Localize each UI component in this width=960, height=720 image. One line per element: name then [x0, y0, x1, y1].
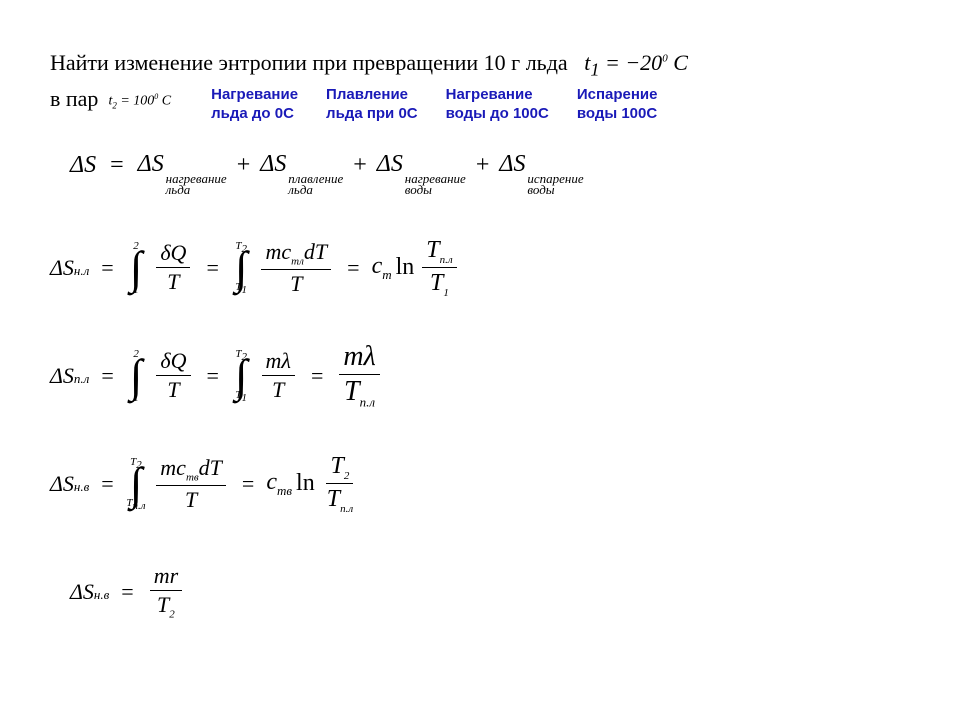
- problem-statement-line1: Найти изменение энтропии при превращении…: [50, 50, 920, 80]
- equation-evaporation: ΔS н.в = mr T2: [70, 556, 920, 628]
- integral-icon: T2 ∫ Tп.л: [130, 470, 143, 498]
- equals-sign: =: [110, 152, 124, 179]
- problem-statement-line2: в пар t2 = 1000 C Нагревание льда до 0С …: [50, 86, 920, 124]
- eq1-rhs: cт ln Tп.л T1: [372, 237, 461, 300]
- integral-icon: 2 ∫ 1: [130, 362, 143, 390]
- equation-heating-water: ΔS н.в = T2 ∫ Tп.л mcтвdT T = cтв ln T2 …: [50, 448, 920, 520]
- fraction-mlambda-T: mλ T: [262, 349, 295, 402]
- stage-label-heating-ice: Нагревание льда до 0С: [211, 86, 298, 124]
- eq1-lhs: ΔS н.л: [50, 255, 89, 281]
- stage-labels-row: Нагревание льда до 0С Плавление льда при…: [211, 86, 657, 124]
- fraction-mr-T2: mr T2: [150, 564, 182, 621]
- line2-text: в пар: [50, 86, 98, 112]
- eq2-lhs: ΔS п.л: [50, 363, 89, 389]
- stage-label-melting-ice: Плавление льда при 0С: [326, 86, 418, 124]
- plus-icon: +: [474, 152, 492, 179]
- fraction-dQ-T: δQ T: [156, 241, 190, 294]
- eq1-lhs-sub: н.л: [74, 263, 89, 279]
- equation-heating-ice: ΔS н.л = 2 ∫ 1 δQ T = T2 ∫ T1 mcтлdT T =…: [50, 232, 920, 304]
- fraction-mcdt-T: mcтлdT T: [261, 240, 331, 297]
- fraction-dQ-T: δQ T: [156, 349, 190, 402]
- main-entropy-equation: ΔS = ΔS нагревание льда + ΔS плавление л…: [70, 152, 920, 196]
- plus-icon: +: [351, 152, 369, 179]
- term-heating-ice: ΔS нагревание льда: [138, 152, 227, 196]
- t1-expression: t1 = −200 C: [579, 50, 688, 75]
- t2-expression: t2 = 1000 C: [108, 92, 171, 110]
- eq3-lhs: ΔS н.в: [50, 471, 89, 497]
- eq3-rhs: cтв ln T2 Tп.л: [266, 453, 361, 516]
- stage-label-evaporation: Испарение воды 100С: [577, 86, 658, 124]
- fraction-mcdt-T: mcтвdT T: [156, 456, 226, 513]
- page-content: Найти изменение энтропии при превращении…: [0, 0, 960, 648]
- stage-label-heating-water: Нагревание воды до 100С: [446, 86, 549, 124]
- plus-icon: +: [235, 152, 253, 179]
- term-evaporation: ΔS испарение воды: [499, 152, 583, 196]
- lhs-deltaS: ΔS: [70, 152, 96, 179]
- term-melting-ice: ΔS плавление льда: [260, 152, 343, 196]
- fraction-mlambda-Tpl: mλ Tп.л: [339, 342, 379, 411]
- term-heating-water: ΔS нагревание воды: [377, 152, 466, 196]
- equation-melting-ice: ΔS п.л = 2 ∫ 1 δQ T = T2 ∫ T1 mλ T = mλ …: [50, 340, 920, 412]
- problem-text: Найти изменение энтропии при превращении…: [50, 50, 568, 75]
- integral-icon: T2 ∫ T1: [235, 362, 248, 390]
- integral-icon: T2 ∫ T1: [235, 254, 248, 282]
- eq4-lhs: ΔS н.в: [70, 579, 109, 605]
- integral-icon: 2 ∫ 1: [130, 254, 143, 282]
